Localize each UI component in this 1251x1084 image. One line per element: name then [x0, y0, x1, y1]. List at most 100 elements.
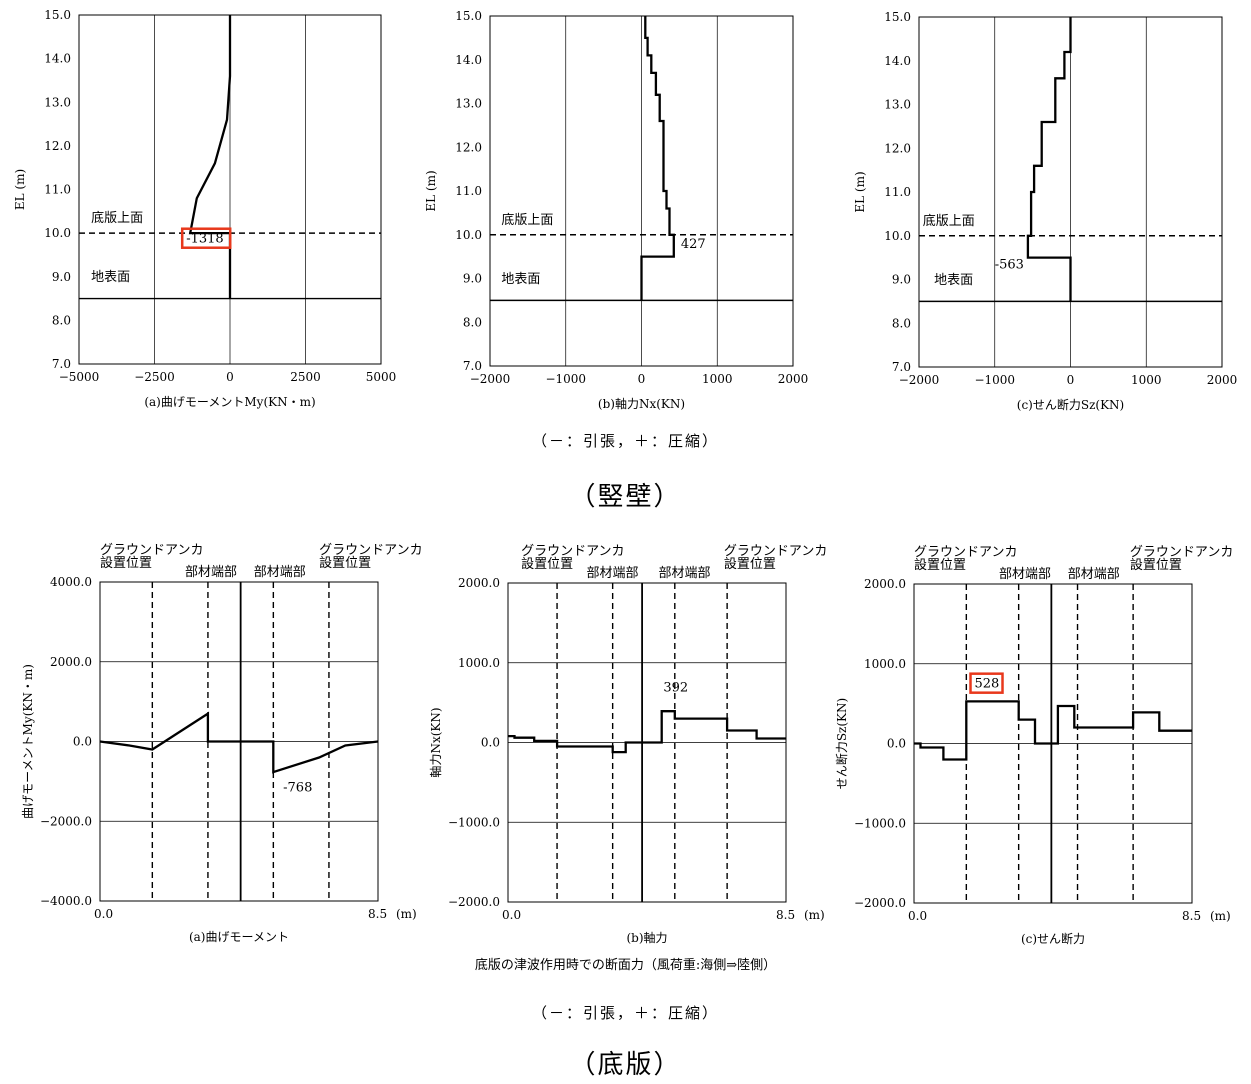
y-axis-label: 曲げモーメントMy(KN・m) [21, 664, 35, 819]
wall-sign-note: （－：引張，＋：圧縮） [531, 432, 719, 450]
wall-section-title: （竪壁） [569, 482, 682, 512]
x-axis-label: (c)せん断力 [1021, 931, 1085, 946]
chart-slab_moment: −4000.0 −2000.0 0.0 2000.0 4000.0 0.0 8.5 (m) (a… [21, 543, 423, 944]
x-tick-label: 2000 [778, 372, 809, 386]
position-label: 設置位置 [724, 556, 776, 572]
highlight-box [969, 672, 1004, 694]
chart-wall_shear: −2000 −1000 0 1000 2000 7.0 8.0 9.0 10.0 11.0 12.0… [853, 10, 1237, 412]
x-unit-label: (m) [396, 907, 417, 921]
y-tick-label: 7.0 [892, 360, 911, 374]
y-tick-label: 9.0 [463, 272, 482, 286]
y-tick-label: 15.0 [44, 8, 71, 22]
position-label: 部材端部 [185, 565, 237, 580]
x-unit-label: (m) [804, 908, 825, 922]
x-tick-label: 0 [1067, 373, 1075, 387]
series-line [914, 700, 1192, 761]
x-unit-label: (m) [1210, 909, 1231, 923]
x-axis-label: (a)曲げモーメント [189, 930, 289, 944]
annotation-label: 427 [681, 237, 706, 252]
plot-frame [489, 15, 794, 367]
position-label: 設置位置 [914, 557, 966, 573]
x-tick-label: −2000 [899, 373, 940, 387]
annotation-label: 底版上面 [91, 210, 143, 226]
y-tick-label: 14.0 [44, 52, 71, 66]
y-tick-label: −1000.0 [854, 816, 906, 830]
x-tick-label: 8.5 [776, 908, 795, 922]
annotation-label: -768 [283, 780, 312, 795]
y-tick-label: −2000.0 [854, 896, 906, 910]
position-label: 設置位置 [100, 555, 152, 571]
y-axis-label: EL (m) [424, 170, 438, 211]
chart-wall_moment: −5000 −2500 0 2500 5000 7.0 8.0 9.0 10.0 11.0 12.0… [13, 8, 396, 409]
chart-wall_axial: −2000 −1000 0 1000 2000 7.0 8.0 9.0 10.0 11.0 12.0… [424, 9, 808, 411]
y-tick-label: 8.0 [463, 315, 482, 329]
x-tick-label: −1000 [545, 372, 586, 386]
y-tick-label: 9.0 [892, 273, 911, 287]
y-tick-label: 1000.0 [864, 657, 906, 671]
series-line [99, 711, 379, 774]
x-tick-label: 0 [226, 370, 234, 384]
position-label: グラウンドアンカ [319, 543, 422, 558]
y-tick-label: 0.0 [481, 736, 500, 750]
x-tick-label: 2500 [290, 370, 321, 384]
y-tick-label: 15.0 [455, 9, 482, 23]
position-label: 設置位置 [1130, 557, 1182, 573]
chart-slab_shear: −2000.0 −1000.0 0.0 1000.0 2000.0 0.0 8.5 (m) (c… [834, 545, 1233, 946]
plot-frame [507, 582, 787, 903]
y-tick-label: 13.0 [44, 95, 71, 109]
series-line [188, 15, 232, 299]
slab-caption: 底版の津波作用時での断面力（風荷重:海側⇒陸側） [474, 958, 777, 973]
x-tick-label: 0 [638, 372, 646, 386]
x-axis-label: (b)軸力Nx(KN) [598, 397, 685, 411]
x-axis-label: (a)曲げモーメントMy(KN・m) [144, 395, 315, 409]
x-tick-label: 0.0 [502, 908, 521, 922]
y-tick-label: −2000.0 [448, 895, 500, 909]
x-tick-label: 8.5 [368, 907, 387, 921]
y-tick-label: −4000.0 [40, 894, 92, 908]
y-tick-label: −1000.0 [448, 815, 500, 829]
position-label: グラウンドアンカ [914, 545, 1017, 560]
annotation-label: 地表面 [91, 270, 130, 285]
y-tick-label: −2000.0 [40, 814, 92, 828]
x-tick-label: 0.0 [94, 907, 113, 921]
y-tick-label: 14.0 [884, 54, 911, 68]
position-label: 部材端部 [999, 567, 1051, 582]
position-label: 設置位置 [521, 556, 573, 572]
y-axis-label: EL (m) [853, 171, 867, 212]
chart-slab_axial: −2000.0 −1000.0 0.0 1000.0 2000.0 0.0 8.5 (m) (b… [429, 544, 827, 945]
x-axis-label: (b)軸力 [626, 931, 667, 945]
x-tick-label: 1000 [702, 372, 733, 386]
annotation-label: 底版上面 [923, 213, 975, 229]
y-tick-label: 12.0 [884, 141, 911, 155]
y-tick-label: 11.0 [884, 185, 911, 199]
y-tick-label: 10.0 [884, 229, 911, 243]
y-tick-label: 2000.0 [50, 655, 92, 669]
y-tick-label: 12.0 [44, 139, 71, 153]
position-label: 部材端部 [586, 566, 638, 581]
y-tick-label: 8.0 [52, 313, 71, 327]
y-tick-label: 11.0 [455, 184, 482, 198]
annotation-label: -563 [995, 258, 1024, 273]
y-tick-label: 4000.0 [50, 575, 92, 589]
y-tick-label: 1000.0 [458, 656, 500, 670]
x-tick-label: −2500 [134, 370, 175, 384]
highlighted-value-label: -1318 [186, 232, 223, 247]
slab-section-title: （底版） [569, 1050, 682, 1080]
y-tick-label: 14.0 [455, 53, 482, 67]
y-tick-label: 0.0 [887, 737, 906, 751]
highlight-box [180, 227, 232, 249]
y-tick-label: 13.0 [455, 97, 482, 111]
y-tick-label: 10.0 [455, 228, 482, 242]
annotation-label: 392 [663, 680, 688, 695]
y-tick-label: 13.0 [884, 98, 911, 112]
highlighted-value-label: 528 [975, 677, 1000, 692]
y-tick-label: 7.0 [52, 357, 71, 371]
y-tick-label: 2000.0 [458, 576, 500, 590]
x-tick-label: 1000 [1131, 373, 1162, 387]
x-tick-label: 5000 [366, 370, 397, 384]
series-line [640, 16, 675, 301]
y-axis-label: せん断力Sz(KN) [834, 698, 849, 789]
y-tick-label: 0.0 [73, 735, 92, 749]
